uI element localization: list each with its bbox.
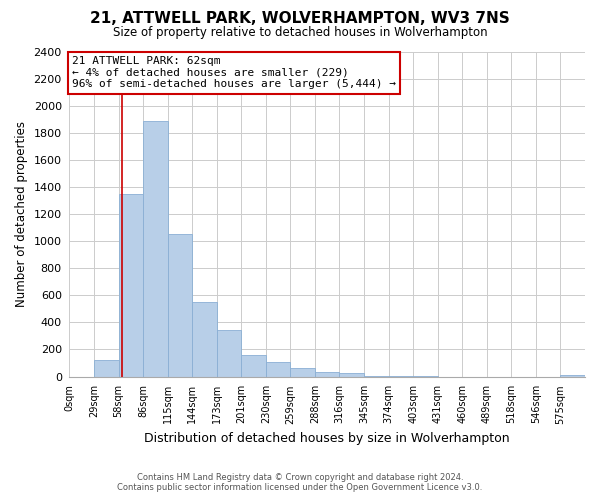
- Bar: [217, 330, 241, 376]
- Text: Contains HM Land Registry data © Crown copyright and database right 2024.
Contai: Contains HM Land Registry data © Crown c…: [118, 473, 482, 492]
- X-axis label: Distribution of detached houses by size in Wolverhampton: Distribution of detached houses by size …: [145, 432, 510, 445]
- Bar: [94, 360, 119, 376]
- Bar: [241, 355, 266, 376]
- Bar: [290, 368, 315, 376]
- Bar: [560, 375, 585, 376]
- Bar: [143, 120, 167, 376]
- Text: 21, ATTWELL PARK, WOLVERHAMPTON, WV3 7NS: 21, ATTWELL PARK, WOLVERHAMPTON, WV3 7NS: [90, 11, 510, 26]
- Text: 21 ATTWELL PARK: 62sqm
← 4% of detached houses are smaller (229)
96% of semi-det: 21 ATTWELL PARK: 62sqm ← 4% of detached …: [72, 56, 396, 90]
- Text: Size of property relative to detached houses in Wolverhampton: Size of property relative to detached ho…: [113, 26, 487, 39]
- Bar: [167, 234, 192, 376]
- Bar: [192, 302, 217, 376]
- Y-axis label: Number of detached properties: Number of detached properties: [15, 121, 28, 307]
- Bar: [315, 372, 340, 376]
- Bar: [340, 373, 364, 376]
- Bar: [119, 194, 143, 376]
- Bar: [266, 362, 290, 376]
